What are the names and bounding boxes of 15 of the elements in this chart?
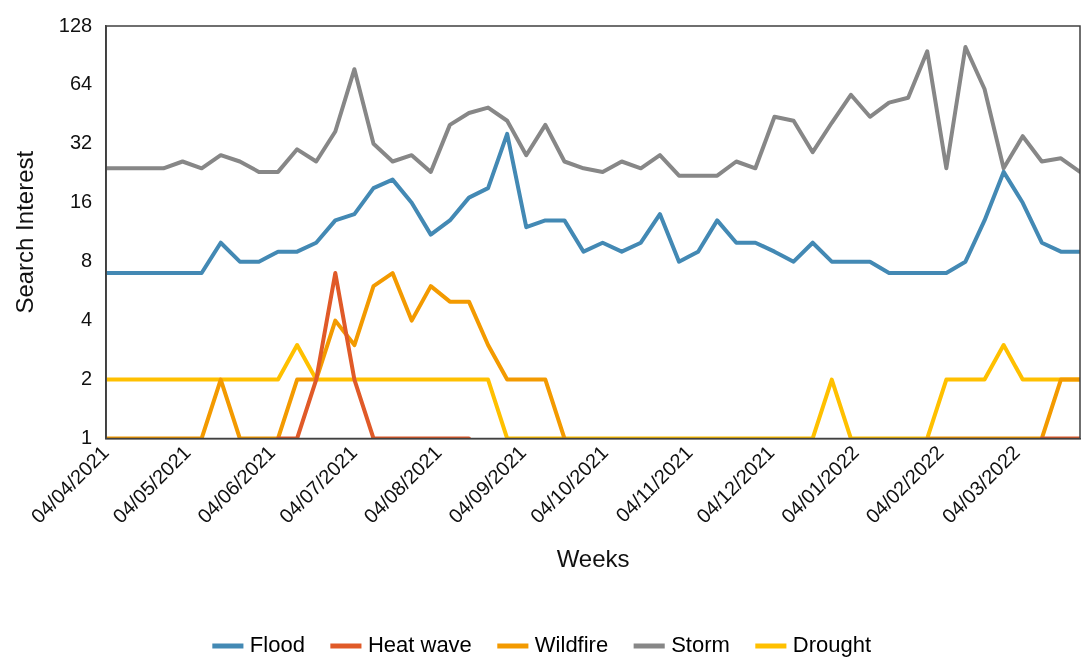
y-tick-label: 64	[69, 72, 93, 95]
y-tick-label: 16	[69, 190, 93, 213]
y-tick-label: 1	[81, 425, 93, 448]
y-tick-label: 8	[81, 249, 93, 272]
y-tick-label: 32	[69, 131, 93, 154]
y-axis-title: Search Interest	[11, 150, 39, 314]
legend-label: Drought	[792, 632, 872, 658]
legend-label: Heat wave	[367, 632, 472, 658]
x-axis-title: Weeks	[556, 545, 630, 573]
y-tick-label: 4	[81, 308, 93, 331]
y-tick-label: 128	[58, 13, 93, 36]
y-tick-label: 2	[81, 367, 93, 390]
legend-label: Storm	[671, 632, 730, 658]
legend-label: Wildfire	[534, 632, 609, 658]
legend-label: Flood	[249, 632, 305, 658]
